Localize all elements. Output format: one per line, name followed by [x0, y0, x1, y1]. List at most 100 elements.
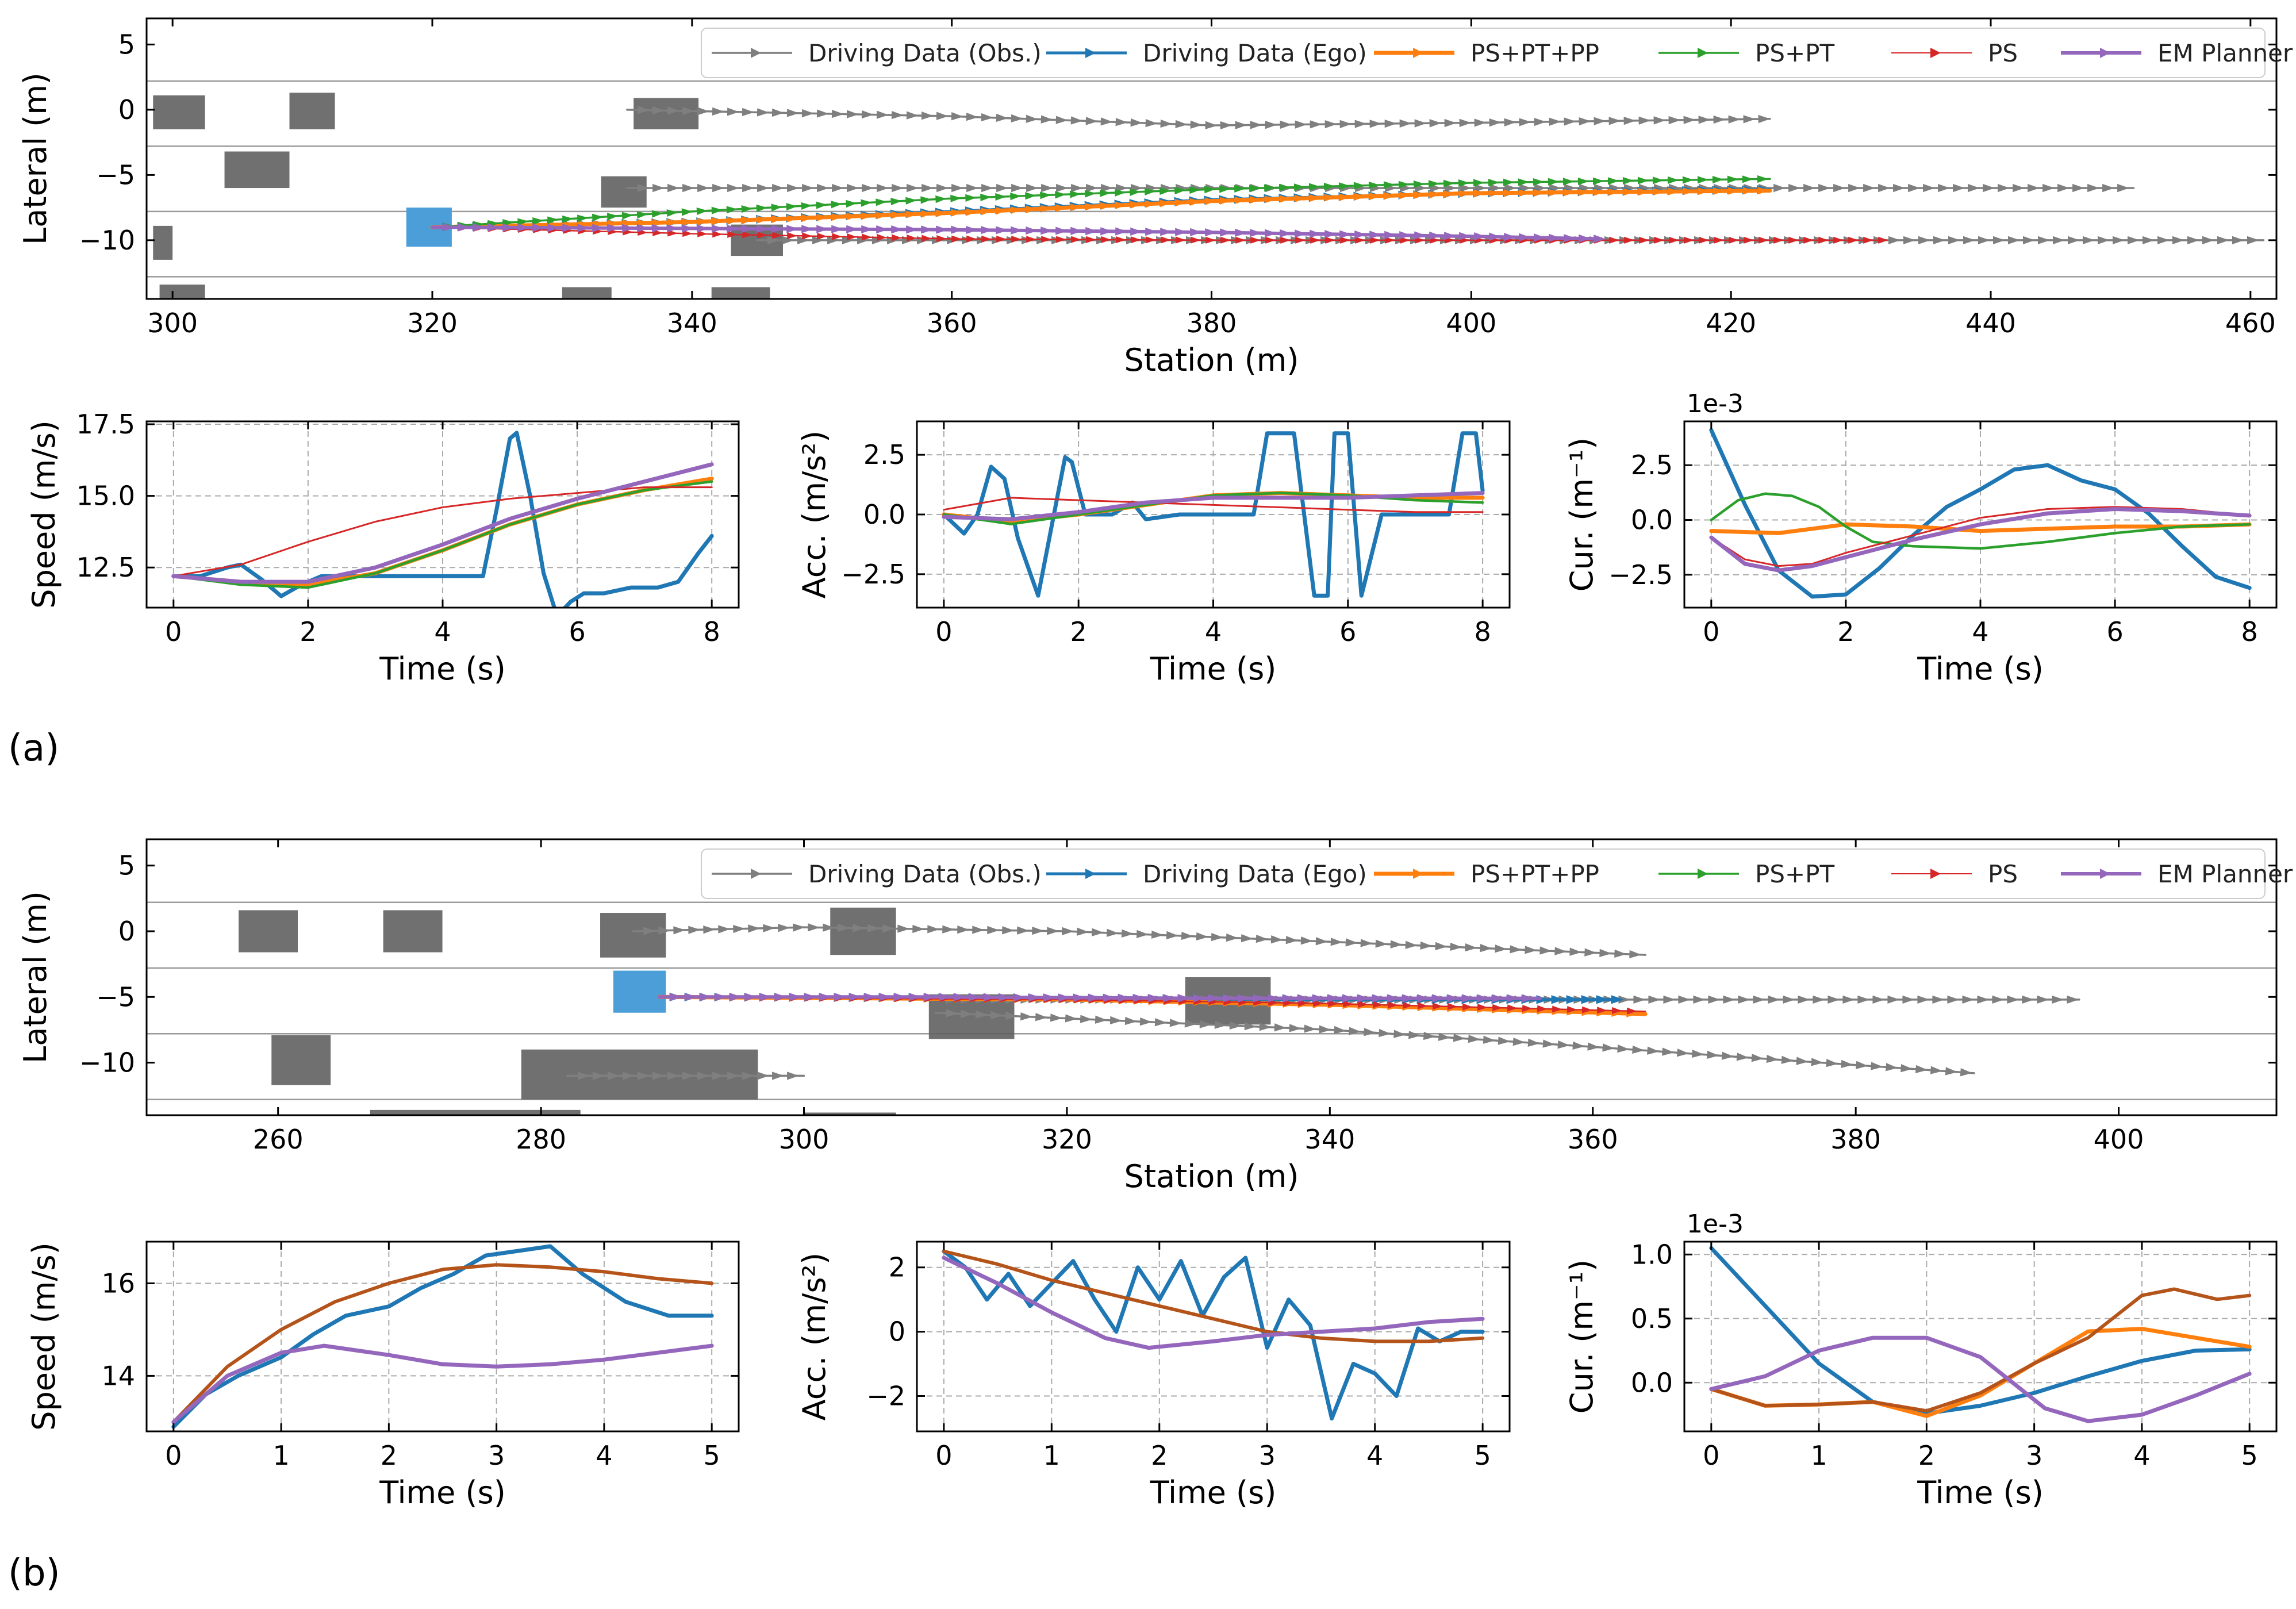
a_main-series-ps_pt-arrow [577, 214, 589, 222]
a_main-series-ps_pt_pp-arrow [1698, 187, 1709, 195]
a_main-series-ps_pt_pp-arrow [667, 218, 678, 226]
a_main-series-ps_pt_pp-arrow [1339, 193, 1351, 201]
a_main-series-ps_pt-arrow [920, 196, 932, 204]
a_main-series-ps_pt-arrow [666, 209, 678, 217]
obstacle-vehicle [224, 151, 290, 189]
a_main-series-obs-arrow [1055, 116, 1068, 124]
a_main-series-em-arrow [786, 225, 799, 233]
b_main-series-obs-arrow [1408, 1031, 1421, 1039]
b_cur-scale-label: 1e-3 [1687, 1209, 1744, 1239]
b_main-series-obs-arrow [1091, 928, 1104, 936]
legend-label-2: PS+PT+PP [1470, 860, 1599, 888]
legend-swatch-arrow-4 [1930, 869, 1941, 879]
a_main-series-ps_pt_pp-arrow [1204, 197, 1216, 205]
b_main-series-obs-arrow [1768, 995, 1780, 1004]
b_main-series-em-arrow [1507, 994, 1519, 1003]
a_main-series-ps_pt-arrow [651, 210, 663, 218]
a_main-series-ps_pt-arrow [1010, 193, 1022, 201]
a_main-series-ps_pt-arrow [1278, 183, 1291, 191]
a_main-series-em-arrow [562, 224, 575, 232]
b_cur-series-ps_pt_pp [1709, 1327, 2252, 1418]
a_main-series-ps-arrow [772, 232, 782, 239]
a_main-series-ps-arrow [1385, 236, 1395, 244]
a_main-axes: 300 320 340 360 380 400 420 440 460 5 0 −5 −10 Statio… [17, 17, 2278, 378]
a_main-series-em-arrow [1399, 231, 1411, 240]
a_main-series-ps_pt_pp-arrow [1429, 190, 1440, 198]
b_acc-frame [916, 1241, 1511, 1433]
b_main-series-obs-arrow [1722, 1144, 1734, 1152]
a_main-series-ps_pt_pp-arrow [712, 217, 723, 225]
obstacle-vehicle [153, 225, 173, 260]
a_main-series-obs-arrow [1130, 118, 1143, 127]
b_cur-plot-area [1684, 1242, 2276, 1431]
obstacle-vehicle [159, 285, 205, 299]
a_main-series-ps_pt-arrow [935, 195, 947, 203]
a_main-series-obs-arrow [2037, 236, 2050, 245]
b_main-series-ego-arrow [1596, 995, 1609, 1004]
a_main-series-ps-arrow [787, 232, 797, 239]
b_main-series-ps-arrow [1552, 1005, 1562, 1013]
a_main-series-em-arrow [667, 224, 679, 233]
tick-label-y: 0 [118, 916, 135, 947]
b_main-series-obs-arrow [1169, 1019, 1182, 1027]
b_main-series-ps-arrow [1507, 1004, 1518, 1012]
b_main-series-obs-arrow [960, 1144, 972, 1152]
b_main-series-obs-arrow [2067, 995, 2079, 1004]
a_main-series-obs-arrow [1056, 183, 1068, 193]
a_main-series-obs-arrow [1011, 183, 1023, 193]
b_cur-series-combined_b [1709, 1287, 2252, 1413]
b_main-series-obs-arrow [1274, 1144, 1286, 1152]
a_main-series-obs-arrow [1474, 118, 1487, 127]
a_main-series-obs-arrow [801, 109, 814, 118]
b_main-series-obs-arrow [1289, 1144, 1301, 1152]
a_main-series-obs-arrow [817, 183, 829, 193]
a_main-plot-area [147, 80, 2276, 299]
a_main-series-em-arrow [831, 225, 844, 233]
tick-label-x: 320 [1042, 1124, 1092, 1155]
b_main-series-obs-arrow [742, 1072, 754, 1080]
a_main-series-ps-arrow [1370, 236, 1380, 244]
a_main-series-ps-arrow [1235, 236, 1246, 244]
a_cur-series-em [1709, 507, 2252, 573]
tick-label-x: 2 [1918, 1440, 1935, 1471]
tick-label-x: 4 [1205, 616, 1222, 647]
b_main-series-obs-arrow [1095, 1015, 1107, 1024]
a_main-series-obs-arrow [981, 183, 993, 193]
tick-label-y: 1.0 [1631, 1239, 1673, 1270]
b_main-series-obs-arrow [1005, 1011, 1018, 1020]
tick-label-x: 4 [434, 616, 451, 647]
tick-label-x: 8 [704, 616, 720, 647]
b_main-series-obs-arrow [1450, 942, 1462, 951]
b_main-series-obs-arrow [1543, 1144, 1555, 1152]
b_main-series-obs-arrow [1151, 930, 1164, 939]
a_main-series-ps_pt-arrow [1219, 185, 1231, 193]
b_main-series-obs-arrow [1304, 1024, 1316, 1033]
a_main-series-ps_pt-arrow [861, 199, 872, 207]
b_main-series-obs-arrow [1229, 1021, 1242, 1030]
a_main-series-ps-arrow [892, 234, 902, 241]
b_main-series-ps-arrow [1566, 1005, 1577, 1013]
b_main-series-obs-arrow [1648, 995, 1661, 1004]
legend-swatch-arrow-3 [1698, 869, 1708, 879]
a_main-series-em-arrow [1250, 229, 1262, 237]
a_main-series-ps-arrow [1400, 236, 1410, 244]
b_main-series-obs-arrow [1629, 950, 1642, 959]
a_main-series-ps_pt-arrow [905, 197, 917, 205]
b_main-series-ps-arrow [1343, 1000, 1353, 1008]
a_main-series-obs-arrow [1354, 120, 1367, 128]
a_main-series-ps_pt-arrow [636, 211, 648, 219]
b_main-series-obs-arrow [1678, 995, 1691, 1004]
b_main-series-obs-arrow [1691, 1049, 1704, 1058]
tick-label-x: 4 [596, 1440, 612, 1471]
a_main-series-obs-arrow [951, 112, 963, 121]
b_main-series-obs-arrow [1379, 1028, 1391, 1038]
tick-label-y: 12.5 [76, 552, 135, 583]
b_main-series-obs-arrow [763, 924, 775, 932]
a_main-series-ps_pt_pp-arrow [1488, 189, 1500, 197]
tick-label-y: −10 [79, 1047, 135, 1078]
a_main-series-em-arrow [1488, 232, 1501, 241]
a_main-series-obs-arrow [1324, 120, 1337, 129]
a_main-series-obs-arrow [1998, 183, 2010, 193]
a_main-series-obs-arrow [1908, 183, 1920, 193]
b_main-series-obs-arrow [2052, 995, 2064, 1004]
